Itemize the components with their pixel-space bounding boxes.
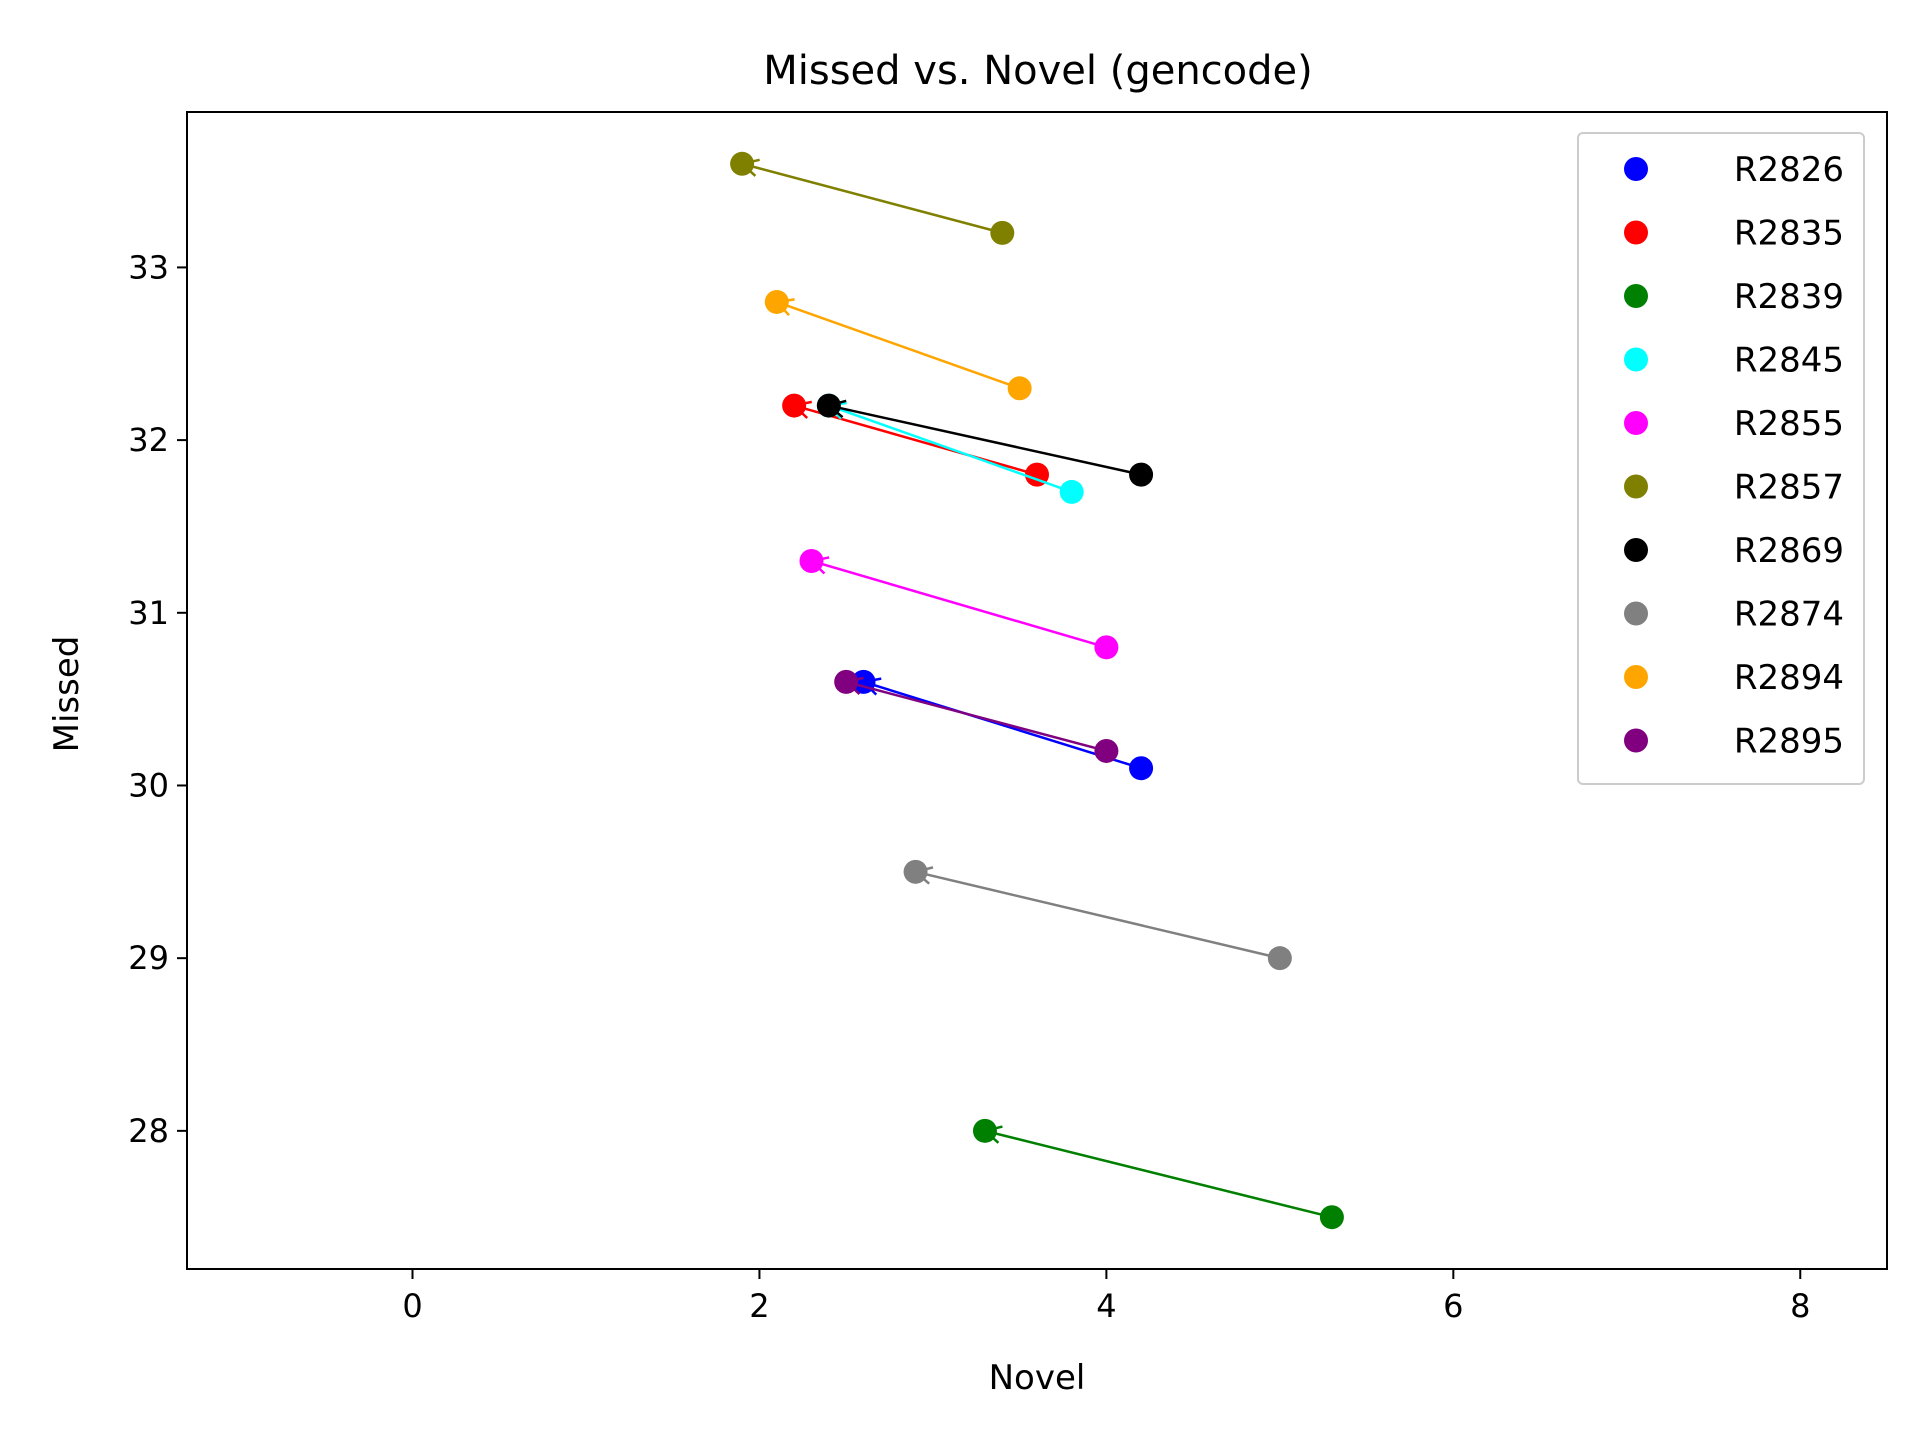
legend-label: R2826 <box>1734 150 1844 190</box>
point-start <box>1059 479 1084 504</box>
series-r2894 <box>764 289 1032 401</box>
point-end <box>816 393 841 418</box>
series-r2895 <box>834 669 1119 763</box>
x-tick-label: 2 <box>749 1287 769 1325</box>
legend-item: R2894 <box>1624 658 1844 698</box>
y-tick-label: 31 <box>128 594 169 632</box>
legend-item: R2895 <box>1624 722 1844 762</box>
point-start <box>1267 946 1292 971</box>
point-end <box>799 548 824 573</box>
legend-label: R2874 <box>1734 595 1844 635</box>
point-start <box>1007 376 1032 401</box>
point-end <box>782 393 807 418</box>
y-axis: 28 29 30 31 32 33 <box>128 248 187 1150</box>
legend-label: R2857 <box>1734 468 1844 508</box>
series-r2857 <box>730 151 1015 245</box>
legend-item: R2855 <box>1624 404 1844 444</box>
x-tick-label: 6 <box>1443 1287 1463 1325</box>
x-axis-label: Novel <box>989 1358 1086 1398</box>
x-axis: 0 2 4 6 8 <box>402 1269 1810 1325</box>
legend-box <box>1577 132 1865 785</box>
series-arrow-line <box>828 404 1073 494</box>
legend-item: R2874 <box>1624 595 1844 635</box>
y-tick-label: 32 <box>128 421 169 459</box>
legend-item: R2845 <box>1624 341 1844 381</box>
legend-label: R2835 <box>1734 214 1844 254</box>
x-tick-label: 0 <box>402 1287 422 1325</box>
y-tick-label: 33 <box>128 248 169 286</box>
series-r2869 <box>816 393 1154 487</box>
legend-marker <box>1624 474 1648 499</box>
legend-item: R2869 <box>1624 531 1844 571</box>
series-arrow-line <box>845 680 1107 753</box>
point-start <box>1129 462 1154 487</box>
legend: R2826 R2835 R2839 R2845 R2855 R2857 R2869 R2874… <box>1577 132 1865 785</box>
legend-marker <box>1624 601 1648 626</box>
y-tick-label: 29 <box>128 939 169 977</box>
x-tick-label: 4 <box>1096 1287 1116 1325</box>
series-r2839 <box>972 1118 1344 1230</box>
y-tick-label: 28 <box>128 1112 169 1150</box>
legend-label: R2869 <box>1734 531 1844 571</box>
chart-title: Missed vs. Novel (gencode) <box>763 48 1313 94</box>
point-end <box>834 669 859 694</box>
legend-label: R2845 <box>1734 341 1844 381</box>
y-axis-label: Missed <box>47 636 87 753</box>
legend-item: R2835 <box>1624 214 1844 254</box>
legend-marker <box>1624 728 1648 753</box>
series-arrow-line <box>811 559 1107 649</box>
point-end <box>903 859 928 884</box>
point-end <box>972 1118 997 1143</box>
legend-marker <box>1624 411 1648 435</box>
point-end <box>730 151 755 176</box>
legend-marker <box>1624 347 1648 372</box>
legend-item: R2857 <box>1624 468 1844 508</box>
series-arrow-line <box>984 1129 1333 1219</box>
legend-item: R2839 <box>1624 277 1844 317</box>
legend-marker <box>1624 665 1648 689</box>
point-start <box>1094 738 1119 763</box>
legend-marker <box>1624 157 1648 181</box>
series-r2835 <box>782 393 1049 487</box>
legend-label: R2894 <box>1734 658 1844 698</box>
y-tick-label: 30 <box>128 766 169 804</box>
series-arrow-line <box>776 300 1021 390</box>
series-arrow-line <box>828 404 1142 476</box>
series-arrow-line <box>741 162 1003 235</box>
point-start <box>1094 635 1119 660</box>
point-start <box>1129 756 1154 781</box>
point-start <box>990 220 1015 245</box>
series-r2874 <box>903 859 1292 971</box>
series-arrow-line <box>793 404 1038 476</box>
point-end <box>764 289 789 314</box>
legend-label: R2839 <box>1734 277 1844 317</box>
plot-area <box>730 151 1344 1230</box>
x-tick-label: 8 <box>1790 1287 1810 1325</box>
legend-label: R2855 <box>1734 404 1844 444</box>
legend-marker <box>1624 284 1648 308</box>
point-start <box>1319 1205 1344 1230</box>
legend-item: R2826 <box>1624 150 1844 190</box>
series-r2855 <box>799 548 1119 660</box>
legend-marker <box>1624 538 1648 562</box>
legend-label: R2895 <box>1734 722 1844 762</box>
plot-frame <box>186 111 1888 1270</box>
series-arrow-line <box>915 870 1281 960</box>
legend-marker <box>1624 220 1648 245</box>
